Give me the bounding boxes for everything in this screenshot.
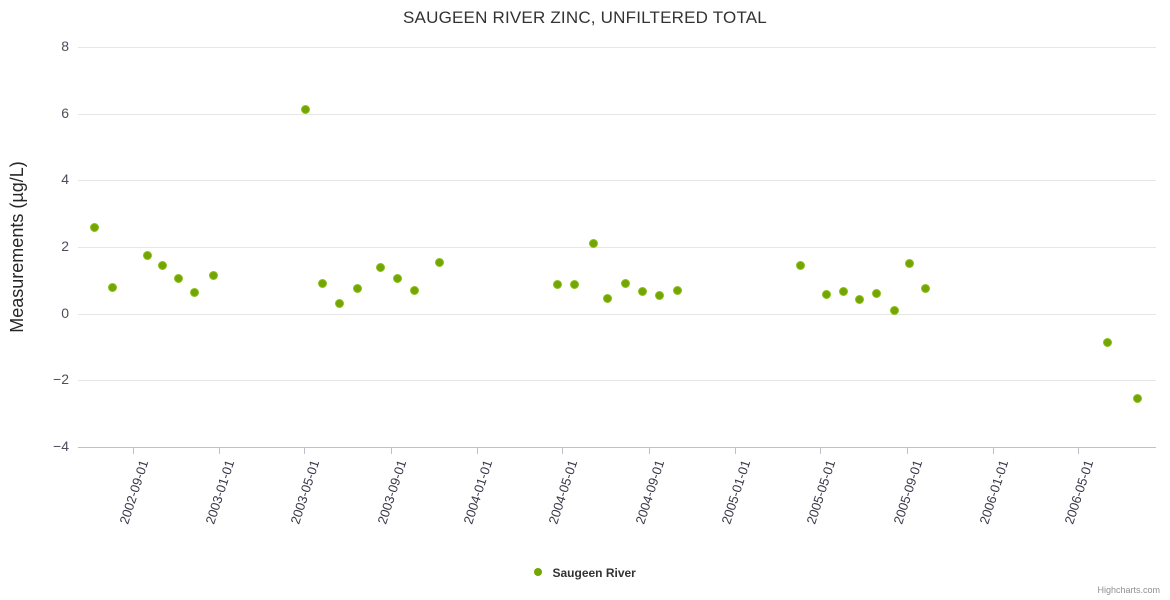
y-tick-label: 2 xyxy=(61,238,69,254)
x-tick-label: 2003-09-01 xyxy=(374,458,410,526)
y-tick-label: 8 xyxy=(61,38,69,54)
gridline-y-4 xyxy=(78,180,1156,182)
x-tick-mark xyxy=(735,447,737,454)
data-point[interactable] xyxy=(602,294,612,304)
gridline-y--2 xyxy=(78,380,1156,382)
x-tick-label: 2003-05-01 xyxy=(287,458,323,526)
x-tick-label: 2004-05-01 xyxy=(545,458,581,526)
data-point[interactable] xyxy=(854,295,864,305)
data-point[interactable] xyxy=(409,285,419,295)
x-axis-line xyxy=(78,447,1156,448)
x-tick-mark xyxy=(133,447,135,454)
x-tick-label: 2004-09-01 xyxy=(632,458,668,526)
x-tick-label: 2005-05-01 xyxy=(803,458,839,526)
data-point[interactable] xyxy=(392,274,402,284)
data-point[interactable] xyxy=(552,280,562,290)
data-point[interactable] xyxy=(335,299,345,309)
data-point[interactable] xyxy=(838,286,848,296)
data-point[interactable] xyxy=(108,282,118,292)
y-axis-title: Measurements (µg/L) xyxy=(7,161,27,333)
data-point[interactable] xyxy=(157,260,167,270)
x-tick-mark xyxy=(819,447,821,454)
data-point[interactable] xyxy=(637,287,647,297)
data-point[interactable] xyxy=(672,285,682,295)
data-point[interactable] xyxy=(905,258,915,268)
gridline-y-8 xyxy=(78,47,1156,48)
data-point[interactable] xyxy=(1133,394,1143,404)
data-point[interactable] xyxy=(90,222,100,232)
x-tick-label: 2006-05-01 xyxy=(1061,458,1096,526)
gridline-y-0 xyxy=(78,313,1156,315)
data-point[interactable] xyxy=(143,250,153,260)
x-tick-label: 2004-01-01 xyxy=(460,458,496,526)
data-point[interactable] xyxy=(921,284,931,294)
x-tick-label: 2006-01-01 xyxy=(976,458,1012,526)
x-tick-mark xyxy=(303,447,305,454)
data-point[interactable] xyxy=(821,289,831,299)
legend-marker-icon xyxy=(534,567,543,576)
y-tick-label: −2 xyxy=(53,371,69,388)
chart-title: SAUGEEN RIVER ZINC, UNFILTERED TOTAL xyxy=(403,8,767,27)
x-tick-label: 2003-01-01 xyxy=(202,458,238,526)
data-point[interactable] xyxy=(588,239,598,249)
legend-item-saugeen-river[interactable]: Saugeen River xyxy=(534,565,636,580)
data-point[interactable] xyxy=(570,279,580,289)
x-tick-mark xyxy=(906,447,908,454)
data-point[interactable] xyxy=(375,262,385,272)
y-tick-label: 4 xyxy=(61,171,69,188)
x-tick-mark xyxy=(476,447,478,454)
x-tick-mark xyxy=(1077,447,1079,454)
gridline-y-2 xyxy=(78,247,1156,248)
x-tick-label: 2005-01-01 xyxy=(718,458,754,526)
chart-legend: Saugeen River xyxy=(0,565,1170,580)
y-tick-label: −4 xyxy=(53,438,69,454)
x-tick-label: 2005-09-01 xyxy=(890,458,926,526)
gridline-y-6 xyxy=(78,113,1156,115)
data-point[interactable] xyxy=(434,257,444,267)
data-point[interactable] xyxy=(655,290,665,300)
plot-area xyxy=(78,47,1156,448)
data-point[interactable] xyxy=(209,270,219,280)
y-tick-label: 0 xyxy=(61,304,69,321)
data-point[interactable] xyxy=(189,288,199,298)
data-point[interactable] xyxy=(620,278,630,288)
y-tick-label: 6 xyxy=(61,104,69,121)
data-point[interactable] xyxy=(1103,337,1113,347)
data-point[interactable] xyxy=(871,289,881,299)
data-point[interactable] xyxy=(174,274,184,284)
x-tick-mark xyxy=(219,447,221,454)
x-tick-mark xyxy=(649,447,651,454)
data-point[interactable] xyxy=(318,279,328,289)
data-point[interactable] xyxy=(353,284,363,294)
x-tick-mark xyxy=(992,447,994,454)
x-tick-mark xyxy=(562,447,564,454)
data-point[interactable] xyxy=(795,260,805,270)
data-point[interactable] xyxy=(889,305,899,315)
legend-item-label: Saugeen River xyxy=(552,565,636,580)
data-point[interactable] xyxy=(300,105,310,115)
x-tick-label: 2002-09-01 xyxy=(116,458,152,526)
x-tick-mark xyxy=(390,447,392,454)
highcharts-credits-link[interactable]: Highcharts.com xyxy=(1097,585,1160,595)
